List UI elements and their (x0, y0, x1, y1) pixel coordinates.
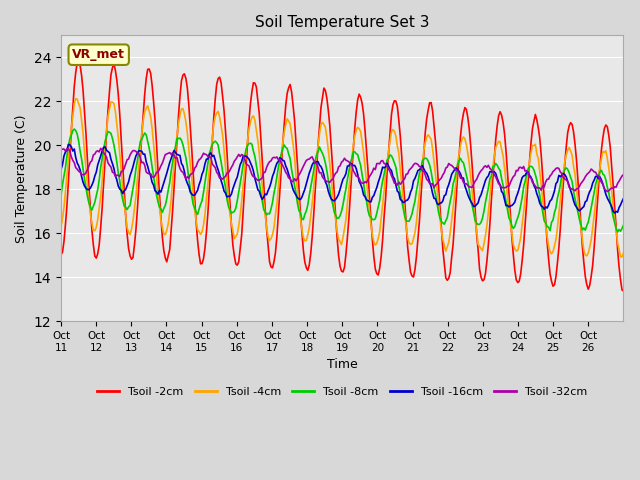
Tsoil -32cm (57, 147, 65, 153)
Tsoil -4cm (72, 96, 79, 101)
Tsoil -32cm (618, 173, 626, 179)
Tsoil -32cm (97, 145, 104, 151)
Tsoil -4cm (617, 253, 625, 259)
Tsoil -32cm (348, 162, 356, 168)
Tsoil -4cm (77, 118, 85, 123)
Tsoil -4cm (543, 233, 551, 239)
Title: Soil Temperature Set 3: Soil Temperature Set 3 (255, 15, 429, 30)
Line: Tsoil -32cm: Tsoil -32cm (61, 148, 623, 192)
Tsoil -16cm (611, 210, 618, 216)
Tsoil -32cm (460, 180, 467, 185)
Tsoil -16cm (618, 199, 626, 204)
Tsoil -16cm (460, 175, 467, 181)
Y-axis label: Soil Temperature (C): Soil Temperature (C) (15, 114, 28, 242)
Tsoil -16cm (348, 161, 356, 167)
Tsoil -4cm (348, 156, 356, 162)
Tsoil -2cm (57, 252, 65, 258)
Tsoil -4cm (618, 254, 626, 260)
Tsoil -4cm (57, 224, 65, 229)
Tsoil -8cm (460, 160, 467, 166)
Tsoil -32cm (94, 148, 102, 154)
Tsoil -8cm (620, 222, 627, 228)
Tsoil -16cm (543, 205, 551, 211)
Tsoil -16cm (620, 195, 627, 201)
Tsoil -4cm (460, 134, 467, 140)
Tsoil -8cm (614, 229, 621, 235)
Text: VR_met: VR_met (72, 48, 125, 61)
Tsoil -2cm (348, 168, 356, 174)
Tsoil -32cm (604, 189, 611, 194)
Tsoil -8cm (348, 156, 356, 162)
Tsoil -32cm (620, 172, 627, 178)
Tsoil -32cm (543, 176, 551, 182)
Tsoil -8cm (618, 226, 626, 231)
Tsoil -16cm (95, 157, 103, 163)
Tsoil -2cm (620, 288, 627, 294)
Tsoil -8cm (543, 224, 551, 229)
X-axis label: Time: Time (327, 358, 358, 371)
Line: Tsoil -16cm: Tsoil -16cm (61, 144, 623, 213)
Tsoil -2cm (75, 56, 83, 62)
Tsoil -8cm (95, 177, 103, 182)
Tsoil -2cm (617, 277, 625, 283)
Tsoil -32cm (76, 169, 84, 175)
Tsoil -8cm (70, 126, 78, 132)
Legend: Tsoil -2cm, Tsoil -4cm, Tsoil -8cm, Tsoil -16cm, Tsoil -32cm: Tsoil -2cm, Tsoil -4cm, Tsoil -8cm, Tsoi… (93, 383, 592, 401)
Tsoil -16cm (57, 167, 65, 172)
Tsoil -8cm (57, 192, 65, 198)
Line: Tsoil -4cm: Tsoil -4cm (61, 98, 623, 257)
Tsoil -2cm (95, 242, 103, 248)
Line: Tsoil -2cm: Tsoil -2cm (61, 59, 623, 291)
Tsoil -2cm (77, 72, 85, 78)
Tsoil -2cm (460, 111, 467, 117)
Tsoil -16cm (77, 174, 85, 180)
Tsoil -8cm (77, 156, 85, 162)
Tsoil -2cm (543, 240, 551, 245)
Tsoil -16cm (65, 142, 72, 147)
Tsoil -4cm (95, 205, 103, 211)
Tsoil -4cm (620, 250, 627, 256)
Line: Tsoil -8cm: Tsoil -8cm (61, 129, 623, 232)
